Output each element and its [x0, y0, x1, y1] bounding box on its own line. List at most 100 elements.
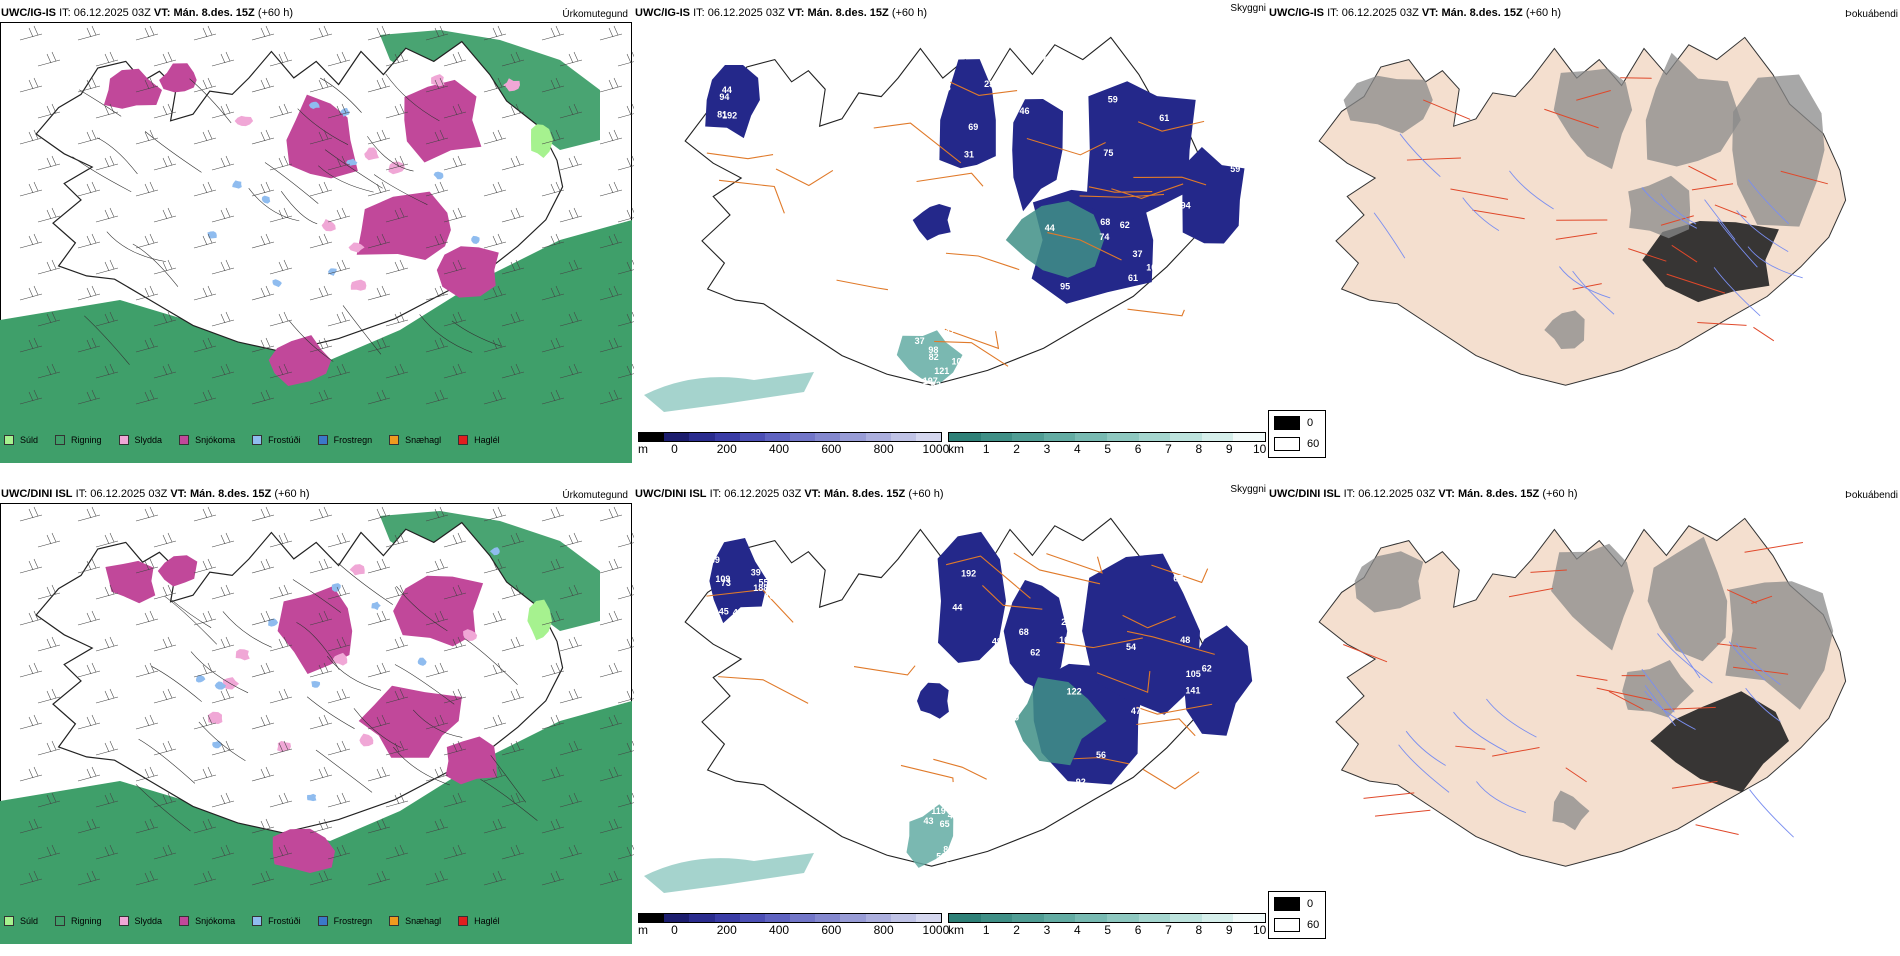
colorbar-segment — [765, 914, 790, 922]
precip-type-panel: UWC/DINI ISL IT: 06.12.2025 03Z VT: Mán.… — [0, 481, 634, 956]
legend-item: Slydda — [119, 435, 163, 445]
colorbar-segment — [916, 914, 941, 922]
wind-barb — [20, 715, 42, 729]
legend-item: Rigning — [55, 435, 102, 445]
legend-swatch — [458, 916, 468, 926]
wind-barb — [136, 507, 158, 521]
legend-swatch — [318, 435, 328, 445]
cloud-base-label: 69 — [710, 555, 720, 565]
wind-barb — [618, 533, 634, 547]
snow-area — [159, 63, 197, 92]
cloud-base-label: 44 — [1045, 223, 1055, 233]
legend-label: Frostúði — [268, 435, 301, 445]
wind-barb — [310, 507, 332, 521]
wind-barb — [78, 26, 100, 40]
legend-label: Snæhagl — [405, 435, 441, 445]
wind-barb — [600, 507, 622, 521]
wind-barb — [212, 52, 234, 66]
legend-item: Súld — [4, 435, 38, 445]
road-line — [1143, 769, 1199, 789]
cloud-base-label: 156 — [936, 82, 951, 92]
colorbar-tick: 1000 — [923, 923, 950, 937]
fog-indicator-map — [1268, 481, 1900, 956]
cloud-base-label: 69 — [968, 122, 978, 132]
wind-barb — [20, 286, 42, 300]
cloud-base-label: 75 — [750, 125, 760, 135]
legend-label: Rigning — [71, 435, 102, 445]
cloud-base-label: 66 — [1006, 585, 1016, 595]
cloud-base-label: 74 — [1099, 232, 1109, 242]
colorbar-segment — [949, 433, 981, 441]
cloud-base-label: 60 — [945, 861, 955, 871]
cloud-base-label: 222 — [1061, 617, 1076, 627]
wind-barb — [212, 533, 234, 547]
colorbar-segment — [1139, 433, 1171, 441]
cloud-base-label: 95 — [1060, 282, 1070, 292]
colorbar-tick: 1 — [983, 442, 990, 456]
wind-barb — [38, 637, 60, 651]
colorbar-segment — [840, 914, 865, 922]
river-line — [1750, 790, 1794, 838]
legend-item: Slydda — [119, 916, 163, 926]
cloud-base-label: 49 — [992, 637, 1002, 647]
row-dini-isl: UWC/DINI ISL IT: 06.12.2025 03Z VT: Mán.… — [0, 481, 1900, 956]
colorbar-segment — [891, 433, 916, 441]
colorbar-unit: km — [948, 923, 964, 937]
wind-barb — [154, 533, 176, 547]
cloud-base-label: 192 — [961, 568, 976, 578]
colorbar-tick: 8 — [1196, 442, 1203, 456]
fog-indicator-map — [1268, 0, 1900, 475]
colorbar-unit: m — [638, 442, 648, 456]
wind-barb — [618, 637, 634, 651]
wind-barb — [560, 156, 582, 170]
legend-swatch — [252, 435, 262, 445]
wind-barb — [38, 52, 60, 66]
wind-barb — [38, 741, 60, 755]
colorbar-tick: 2 — [1013, 442, 1020, 456]
colorbar-tick: 6 — [1135, 442, 1142, 456]
cloud-base-label: 92 — [1076, 777, 1086, 787]
road-line — [1753, 327, 1773, 341]
colorbar-segment — [689, 433, 714, 441]
cloud-base-label: 43 — [924, 816, 934, 826]
cloud-base-label: 55 — [942, 382, 952, 392]
colorbar-tick: 9 — [1226, 923, 1233, 937]
colorbar-tick: 200 — [717, 923, 737, 937]
colorbar-segment — [1012, 914, 1044, 922]
colorbar-segment — [866, 914, 891, 922]
colorbar-segment — [1202, 433, 1234, 441]
legend-swatch — [4, 916, 14, 926]
cloud-base-label: 68 — [1100, 217, 1110, 227]
wind-barb — [252, 507, 274, 521]
cloud-base-label: 44 — [722, 85, 732, 95]
wind-barb — [194, 559, 216, 573]
colorbar-segment — [664, 914, 689, 922]
legend-swatch — [389, 435, 399, 445]
legend-item: Rigning — [55, 916, 102, 926]
cloud-base-label: 61 — [988, 170, 998, 180]
cloud-base-label: 54 — [1026, 790, 1036, 800]
cloud-base-label: 188 — [753, 583, 768, 593]
visibility-map: 1095361496066666792433949475950736254651… — [634, 481, 1268, 956]
wind-barb — [618, 585, 634, 599]
legend-label: Haglél — [474, 435, 500, 445]
legend-swatch — [119, 435, 129, 445]
wind-barb — [618, 208, 634, 222]
wind-barb — [194, 78, 216, 92]
colorbar-segment — [1044, 914, 1076, 922]
cloud-base-label: 48 — [733, 608, 743, 618]
colorbar-tick: 7 — [1165, 923, 1172, 937]
wind-barb — [78, 507, 100, 521]
colorbar-tick: 7 — [1165, 442, 1172, 456]
cloud-base-label: 64 — [968, 237, 978, 247]
legend-item: Frostúði — [252, 916, 301, 926]
visibility-panel: UWC/IG-IS IT: 06.12.2025 03Z VT: Mán. 8.… — [634, 0, 1268, 475]
colorbar-segment — [740, 433, 765, 441]
fog-indicator-panel: UWC/IG-IS IT: 06.12.2025 03Z VT: Mán. 8.… — [1268, 0, 1900, 475]
legend-swatch — [252, 916, 262, 926]
wind-barb — [20, 559, 42, 573]
cloud-base-label: 68 — [1019, 627, 1029, 637]
colorbar-tick: 800 — [874, 442, 894, 456]
cloud-base-label: 237 — [984, 79, 999, 89]
